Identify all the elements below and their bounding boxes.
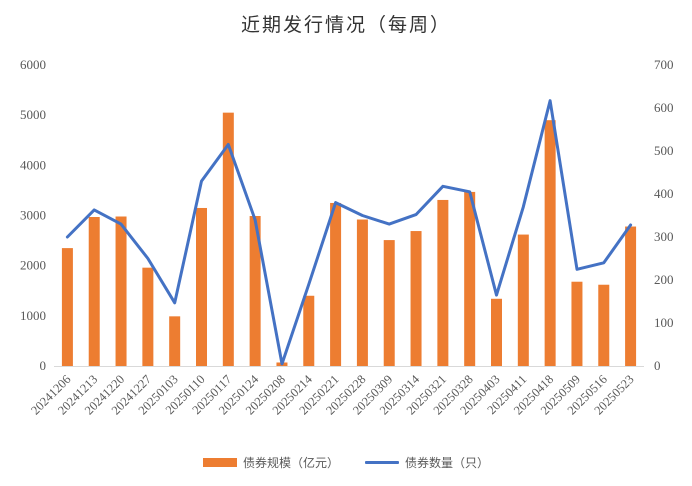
bar: [437, 199, 449, 366]
bar: [491, 298, 502, 366]
bar: [464, 191, 476, 366]
chart-title: 近期发行情况（每周）: [240, 14, 451, 36]
y-right-tick-label: 700: [654, 57, 674, 72]
y-left-tick-label: 4000: [20, 157, 46, 172]
bar: [303, 295, 315, 366]
bar: [169, 316, 181, 366]
legend-swatch-bar: [202, 458, 237, 467]
y-right-tick-label: 200: [654, 272, 674, 287]
bar: [115, 216, 127, 366]
y-left-tick-label: 1000: [20, 308, 46, 323]
legend-label-bond-size: 债券规模（亿元）: [242, 456, 339, 470]
bar: [142, 267, 154, 366]
y-left-tick-label: 6000: [20, 57, 46, 72]
bar: [249, 216, 261, 366]
bar: [196, 207, 207, 366]
bar: [61, 248, 73, 366]
y-right-tick-label: 400: [654, 186, 674, 201]
y-left-tick-label: 2000: [20, 258, 46, 273]
legend-item-bond-count: 债券数量（只）: [365, 454, 489, 471]
bar: [625, 226, 637, 366]
bar: [598, 284, 610, 366]
chart-legend: 债券规模（亿元） 债券数量（只）: [0, 454, 692, 471]
bar: [544, 120, 556, 366]
bar: [330, 202, 342, 366]
bar: [356, 219, 368, 366]
bar: [222, 112, 234, 367]
legend-swatch-line: [365, 461, 399, 464]
bar: [571, 281, 583, 366]
y-left-tick-label: 0: [40, 358, 47, 373]
y-right-tick-label: 100: [654, 315, 674, 330]
y-right-tick-label: 600: [654, 100, 674, 115]
y-left-tick-label: 3000: [20, 208, 46, 223]
y-right-tick-label: 300: [654, 229, 674, 244]
series-line: [65, 99, 633, 366]
bar: [517, 234, 529, 366]
y-right-tick-label: 500: [654, 143, 674, 158]
legend-item-bond-size: 债券规模（亿元）: [202, 454, 339, 471]
bar: [383, 240, 395, 366]
y-right-tick-label: 0: [654, 358, 661, 373]
y-left-tick-label: 5000: [20, 107, 46, 122]
bar: [88, 217, 100, 366]
bar: [410, 231, 422, 366]
legend-label-bond-count: 债券数量（只）: [405, 456, 490, 470]
